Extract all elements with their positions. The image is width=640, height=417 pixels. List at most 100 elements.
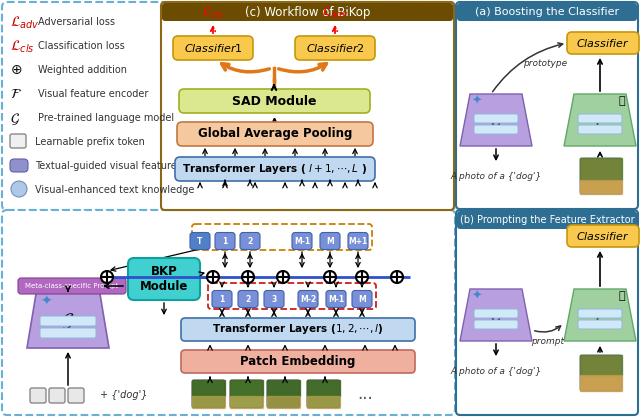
Text: Global Average Pooling: Global Average Pooling [198, 128, 352, 141]
Text: $\mathcal{L}_{adv}$: $\mathcal{L}_{adv}$ [10, 15, 40, 31]
Text: Classification loss: Classification loss [38, 41, 125, 51]
Text: 1: 1 [222, 236, 228, 246]
FancyBboxPatch shape [567, 225, 639, 247]
Text: M-1: M-1 [294, 236, 310, 246]
Text: Patch Embedding: Patch Embedding [240, 355, 356, 368]
FancyBboxPatch shape [190, 233, 210, 249]
Polygon shape [564, 94, 636, 146]
Text: 3: 3 [271, 294, 276, 304]
Circle shape [277, 271, 289, 283]
Circle shape [356, 271, 368, 283]
Circle shape [242, 271, 254, 283]
Polygon shape [564, 289, 636, 341]
Text: M-1: M-1 [328, 294, 344, 304]
FancyBboxPatch shape [567, 32, 639, 54]
Text: prototype: prototype [523, 58, 567, 68]
Polygon shape [27, 288, 109, 348]
Text: (c) Workflow of BiKop: (c) Workflow of BiKop [245, 5, 370, 18]
Text: M+1: M+1 [348, 236, 367, 246]
Polygon shape [460, 289, 532, 341]
FancyBboxPatch shape [320, 233, 340, 249]
FancyBboxPatch shape [292, 233, 312, 249]
Text: Weighted addition: Weighted addition [38, 65, 127, 75]
FancyBboxPatch shape [40, 328, 96, 338]
Text: M: M [358, 294, 366, 304]
FancyBboxPatch shape [10, 134, 26, 148]
Text: Transformer Layers ($1,2,\cdots, l$): Transformer Layers ($1,2,\cdots, l$) [212, 322, 384, 337]
FancyBboxPatch shape [18, 278, 126, 294]
Text: (a) Boosting the Classifier: (a) Boosting the Classifier [475, 7, 619, 17]
FancyBboxPatch shape [215, 233, 235, 249]
Text: $v$: $v$ [53, 390, 61, 400]
FancyBboxPatch shape [474, 320, 518, 329]
Text: Learnable prefix token: Learnable prefix token [35, 137, 145, 147]
Circle shape [11, 181, 27, 197]
FancyBboxPatch shape [181, 318, 415, 341]
FancyBboxPatch shape [352, 291, 372, 307]
Text: $\it{Classifier2}$: $\it{Classifier2}$ [306, 42, 364, 54]
FancyBboxPatch shape [307, 380, 340, 408]
Text: (b) Prompting the Feature Extractor: (b) Prompting the Feature Extractor [460, 215, 634, 225]
Circle shape [207, 271, 219, 283]
Text: Visual-enhanced text knowledge: Visual-enhanced text knowledge [35, 185, 195, 195]
FancyBboxPatch shape [474, 114, 518, 123]
FancyBboxPatch shape [264, 291, 284, 307]
Text: SAD Module: SAD Module [232, 95, 317, 108]
Text: A photo of a {'dog'}: A photo of a {'dog'} [451, 172, 541, 181]
FancyBboxPatch shape [173, 36, 253, 60]
Text: $\mathcal{L}_{cls}$: $\mathcal{L}_{cls}$ [10, 39, 35, 55]
Text: prompt: prompt [531, 337, 564, 347]
FancyBboxPatch shape [162, 3, 453, 21]
Text: Transformer Layers ( $l+1, \cdots, L$ ): Transformer Layers ( $l+1, \cdots, L$ ) [182, 162, 367, 176]
Circle shape [324, 271, 336, 283]
Text: Pre-trained language model: Pre-trained language model [38, 113, 174, 123]
FancyBboxPatch shape [474, 125, 518, 134]
Text: $\mathcal{G}$: $\mathcal{G}$ [490, 308, 502, 326]
FancyBboxPatch shape [68, 388, 84, 403]
Text: $\mathbf{T}$: $\mathbf{T}$ [15, 183, 23, 194]
Text: $\mathcal{F}$: $\mathcal{F}$ [593, 308, 607, 326]
Text: 🔥: 🔥 [619, 96, 625, 106]
Text: M: M [326, 236, 334, 246]
FancyBboxPatch shape [457, 211, 637, 229]
FancyBboxPatch shape [179, 89, 370, 113]
FancyBboxPatch shape [161, 2, 454, 210]
Text: $\mathcal{L}_{cls}$: $\mathcal{L}_{cls}$ [201, 5, 225, 20]
Text: M-2: M-2 [300, 294, 316, 304]
Text: + {'dog'}: + {'dog'} [100, 390, 147, 400]
Text: BKP
Module: BKP Module [140, 265, 188, 293]
Circle shape [391, 271, 403, 283]
FancyBboxPatch shape [580, 158, 622, 194]
Text: ✦: ✦ [40, 295, 52, 309]
Text: Meta-class-specific Prompt: Meta-class-specific Prompt [26, 283, 118, 289]
FancyBboxPatch shape [175, 157, 375, 181]
FancyBboxPatch shape [40, 316, 96, 326]
FancyBboxPatch shape [578, 320, 622, 329]
Text: $\mathcal{G}$: $\mathcal{G}$ [490, 113, 502, 131]
Text: 2: 2 [245, 294, 251, 304]
FancyBboxPatch shape [267, 380, 300, 408]
Text: $\mathcal{G}$: $\mathcal{G}$ [61, 311, 75, 331]
Text: A photo of a {'dog'}: A photo of a {'dog'} [451, 367, 541, 376]
Text: $v$: $v$ [14, 136, 22, 146]
FancyBboxPatch shape [212, 291, 232, 307]
FancyBboxPatch shape [348, 233, 368, 249]
Polygon shape [460, 94, 532, 146]
FancyBboxPatch shape [181, 350, 415, 373]
FancyBboxPatch shape [457, 3, 637, 21]
Text: ✦: ✦ [472, 289, 483, 302]
FancyBboxPatch shape [456, 210, 638, 415]
Text: $\it{Classifier1}$: $\it{Classifier1}$ [184, 42, 243, 54]
Text: ...: ... [357, 385, 373, 403]
FancyBboxPatch shape [295, 36, 375, 60]
FancyBboxPatch shape [578, 125, 622, 134]
Text: 🔥: 🔥 [619, 291, 625, 301]
Text: $\oplus$: $\oplus$ [10, 63, 22, 77]
FancyBboxPatch shape [177, 122, 373, 146]
FancyBboxPatch shape [578, 114, 622, 123]
FancyBboxPatch shape [456, 2, 638, 209]
Text: $\it{Classifier}$: $\it{Classifier}$ [576, 37, 630, 49]
Text: T: T [197, 236, 203, 246]
FancyBboxPatch shape [474, 309, 518, 318]
FancyBboxPatch shape [2, 210, 455, 415]
